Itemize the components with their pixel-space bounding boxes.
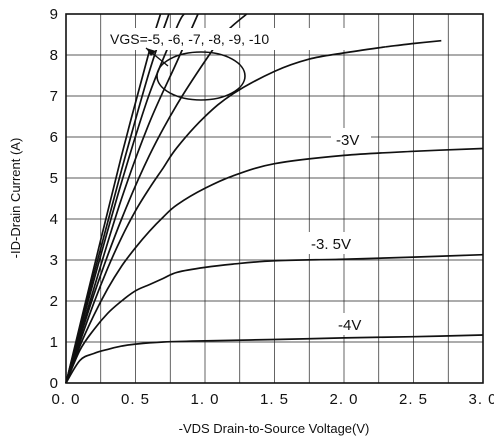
x-tick-label: 1. 0 bbox=[190, 391, 219, 408]
series-line-9v bbox=[65, 13, 170, 384]
curve-label-4v: -3V bbox=[336, 132, 359, 149]
series-line-4v bbox=[65, 147, 484, 384]
y-tick-label: 6 bbox=[50, 129, 59, 146]
x-tick-label: 1. 5 bbox=[260, 391, 289, 408]
y-tick-label: 2 bbox=[50, 293, 59, 310]
y-tick-label: 1 bbox=[50, 334, 59, 351]
x-axis-label: -VDS Drain-to-Source Voltage(V) bbox=[179, 421, 370, 436]
x-tick-label: 3. 0 bbox=[468, 391, 494, 408]
y-tick-label: 4 bbox=[50, 211, 59, 228]
grid-lines bbox=[66, 14, 483, 383]
label-bg-4v bbox=[331, 128, 371, 150]
label-bg-35v bbox=[306, 232, 374, 254]
curve-labels: -3V -3. 5V -4V bbox=[306, 128, 374, 335]
x-ticks: 0. 0 0. 5 1. 0 1. 5 2. 0 2. 5 3. 0 bbox=[51, 391, 494, 408]
annotation-text: VGS=-5, -6, -7, -8, -9, -10 bbox=[110, 31, 269, 47]
curve-label-3v: -4V bbox=[338, 317, 361, 334]
y-ticks: 0 1 2 3 4 5 6 7 8 9 bbox=[50, 6, 59, 392]
series-line-8v bbox=[65, 13, 185, 384]
y-axis-label: -ID-Drain Current (A) bbox=[8, 138, 23, 259]
label-bg-3v bbox=[333, 313, 373, 335]
curve-label-35v: -3. 5V bbox=[311, 236, 351, 253]
y-tick-label: 8 bbox=[50, 47, 59, 64]
y-tick-label: 5 bbox=[50, 170, 59, 187]
y-tick-label: 7 bbox=[50, 88, 59, 105]
y-tick-label: 0 bbox=[50, 375, 59, 392]
series-line-5vupper bbox=[385, 39, 442, 48]
x-tick-label: 0. 0 bbox=[51, 391, 80, 408]
y-tick-label: 3 bbox=[50, 252, 59, 269]
series-line-6v bbox=[65, 13, 248, 384]
annotation-background bbox=[104, 28, 350, 50]
plot-frame bbox=[65, 13, 484, 384]
y-tick-label: 9 bbox=[50, 6, 59, 23]
annotation-ellipse bbox=[156, 51, 246, 101]
x-tick-label: 0. 5 bbox=[121, 391, 150, 408]
series-line-35v bbox=[65, 253, 484, 384]
x-tick-label: 2. 0 bbox=[329, 391, 358, 408]
series-line-7v bbox=[65, 13, 199, 384]
annotation-arrowhead bbox=[146, 48, 156, 56]
x-tick-label: 2. 5 bbox=[399, 391, 428, 408]
series-line-5v bbox=[65, 45, 386, 384]
series-line-3v bbox=[65, 334, 484, 384]
annotation: VGS=-5, -6, -7, -8, -9, -10 bbox=[104, 28, 350, 101]
